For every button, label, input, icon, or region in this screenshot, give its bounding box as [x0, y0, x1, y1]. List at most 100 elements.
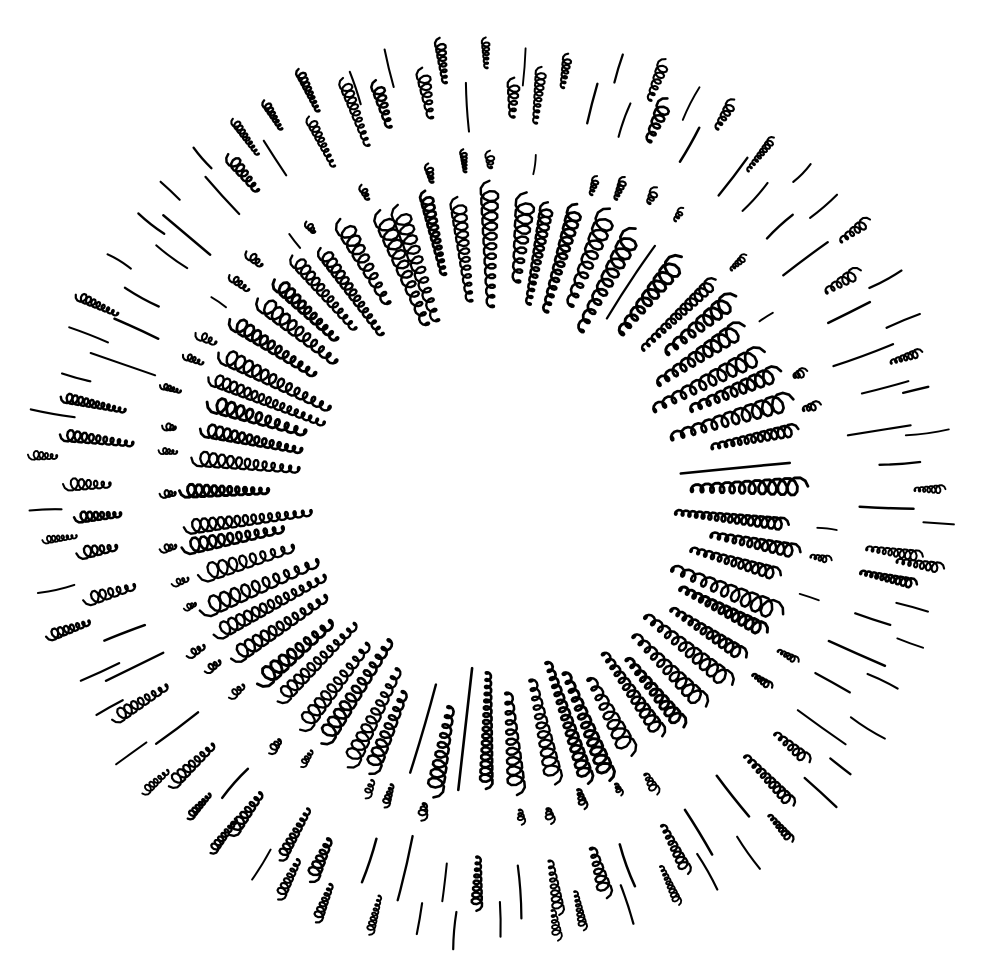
dash-stroke [498, 900, 502, 938]
dash-stroke [262, 139, 288, 177]
dash-stroke [868, 269, 903, 290]
squiggle-stroke [305, 115, 337, 168]
squiggle-stroke [600, 651, 667, 738]
squiggle-stroke [664, 292, 738, 357]
squiggle-stroke [673, 508, 790, 531]
dash-stroke [796, 709, 847, 746]
squiggle-stroke [255, 618, 334, 688]
dash-stroke [348, 70, 362, 106]
squiggle-stroke [642, 613, 735, 686]
squiggle-stroke [196, 543, 296, 583]
squiggle-stroke [550, 909, 563, 942]
squiggle-stroke [541, 202, 582, 314]
dash-stroke [456, 666, 474, 792]
dash-stroke [809, 193, 839, 219]
squiggle-stroke [278, 807, 311, 862]
squiggle-stroke [207, 374, 326, 427]
squiggle-stroke [689, 546, 783, 580]
dash-stroke [408, 683, 438, 774]
squiggle-stroke [714, 98, 736, 131]
squiggle-stroke [658, 864, 683, 906]
squiggle-stroke [645, 97, 671, 144]
squiggle-rays [26, 36, 955, 951]
dash-stroke [885, 312, 921, 329]
squiggle-stroke [528, 678, 564, 786]
dash-stroke [288, 233, 302, 249]
squiggle-stroke [506, 76, 521, 119]
squiggle-stroke [640, 277, 717, 352]
squiggle-stroke [678, 585, 769, 635]
squiggle-stroke [417, 801, 429, 822]
dash-stroke [866, 672, 899, 690]
squiggle-stroke [503, 691, 527, 797]
squiggle-stroke [656, 321, 746, 388]
squiggle-stroke [479, 179, 500, 309]
squiggle-stroke [167, 742, 216, 789]
squiggle-stroke [382, 783, 395, 809]
squiggle-stroke [801, 400, 822, 413]
dash-stroke [68, 326, 110, 344]
squiggle-stroke [158, 543, 178, 554]
dash-stroke [618, 843, 637, 888]
squiggle-stroke [58, 428, 135, 448]
dash-stroke [798, 592, 820, 602]
squiggle-stroke [390, 203, 441, 323]
squiggle-stroke [186, 792, 212, 821]
squiggle-stroke [792, 367, 809, 379]
squiggle-stroke [751, 672, 774, 689]
dash-stroke [95, 699, 124, 717]
squiggle-stroke [689, 476, 810, 497]
squiggle-stroke [646, 186, 659, 206]
squiggle-stroke [370, 78, 393, 129]
squiggle-stroke [577, 226, 638, 334]
squiggle-stroke [588, 175, 600, 197]
squiggle-stroke [41, 534, 78, 545]
dash-stroke [210, 296, 227, 309]
squiggle-stroke [709, 531, 802, 558]
squiggle-stroke [895, 557, 946, 574]
squiggle-stroke [652, 346, 766, 414]
squiggle-stroke [561, 671, 616, 783]
dash-stroke [28, 508, 63, 512]
squiggle-stroke [228, 791, 264, 838]
dash-stroke [360, 837, 378, 884]
squiggle-stroke [161, 422, 177, 432]
squiggle-stroke [415, 66, 435, 120]
squiggle-stroke [170, 576, 190, 588]
squiggle-stroke [313, 882, 334, 924]
squiggle-stroke [366, 689, 408, 776]
squiggle-stroke [158, 489, 177, 499]
dash-stroke [123, 286, 160, 308]
dash-stroke [679, 461, 792, 475]
squiggle-stroke [418, 189, 448, 277]
dash-stroke [113, 317, 160, 340]
dash-stroke [617, 102, 632, 138]
squiggle-stroke [198, 423, 304, 455]
dash-stroke [715, 774, 751, 818]
squiggle-stroke [268, 738, 283, 756]
squiggle-stroke [72, 510, 123, 524]
dash-stroke [849, 716, 886, 740]
squiggle-stroke [276, 858, 301, 901]
squiggle-stroke [180, 525, 286, 556]
squiggle-stroke [673, 206, 685, 223]
dash-stroke [383, 48, 395, 89]
dash-stroke [896, 637, 925, 649]
dash-stroke [204, 175, 241, 216]
squiggle-stroke [613, 782, 624, 797]
squiggle-stroke [573, 890, 589, 932]
squiggle-stroke [742, 754, 797, 807]
dash-stroke [60, 372, 92, 383]
dash-stroke [904, 428, 950, 437]
squiggle-stroke [669, 391, 795, 442]
dash-stroke [827, 300, 872, 325]
squiggle-stroke [271, 278, 340, 342]
squiggle-stroke [559, 52, 573, 90]
dash-stroke [827, 639, 887, 668]
squiggle-stroke [426, 704, 455, 799]
dash-stroke [104, 651, 165, 682]
dash-stroke [846, 424, 912, 437]
squiggle-stroke [227, 274, 251, 293]
squiggle-stroke [212, 573, 327, 640]
dash-stroke [696, 852, 719, 891]
